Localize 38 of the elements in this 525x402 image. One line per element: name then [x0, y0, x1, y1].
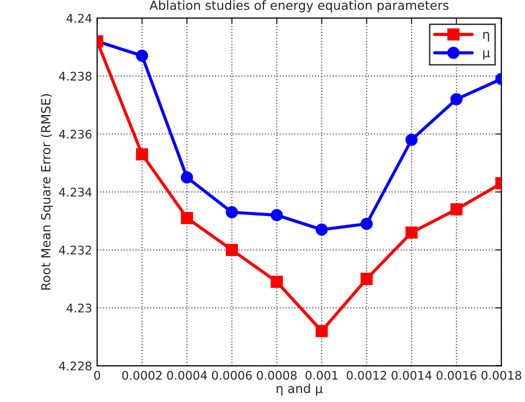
point [316, 324, 328, 338]
point [316, 224, 328, 236]
x-tick-label: 0.0004 [167, 370, 207, 380]
point [450, 93, 463, 106]
y-tick-label: 4.232 [59, 246, 92, 255]
x-tick-label: 0.0014 [392, 370, 432, 380]
y-tick-label: 4.236 [59, 130, 92, 139]
y-tick-label: 4.24 [66, 14, 92, 23]
x-tick-label: 0.0018 [482, 370, 522, 380]
y-tick-label: 4.238 [59, 72, 92, 81]
x-tick-label: 0.0012 [346, 370, 386, 380]
x-tick-label: 0.0006 [212, 370, 252, 380]
point [226, 206, 238, 218]
y-axis-title: Root Mean Square Error (RMSE) [40, 94, 53, 290]
legend-label: η [483, 32, 490, 42]
point [450, 203, 463, 216]
x-tick-label: 0.001 [306, 370, 338, 380]
legend-label: μ [483, 50, 490, 60]
point [405, 226, 418, 239]
x-tick-label: 0.0008 [256, 370, 297, 380]
point [270, 209, 283, 222]
y-tick-label: 4.23 [66, 304, 92, 313]
x-axis-title: η and μ [276, 383, 323, 396]
point [270, 276, 283, 288]
point [405, 134, 418, 146]
point [360, 272, 373, 285]
chart-title: Ablation studies of energy equation parameters [150, 0, 448, 12]
y-tick-label: 4.234 [59, 188, 92, 197]
x-tick-label: 0.0002 [122, 370, 162, 380]
y-tick-label: 4.228 [59, 362, 92, 370]
point [180, 212, 194, 224]
point [136, 148, 148, 160]
point [136, 50, 148, 62]
point [226, 244, 238, 256]
x-tick-label: 0.0016 [436, 370, 476, 380]
x-tick-label: 0 [94, 370, 100, 380]
point [360, 218, 373, 230]
point [180, 171, 194, 184]
